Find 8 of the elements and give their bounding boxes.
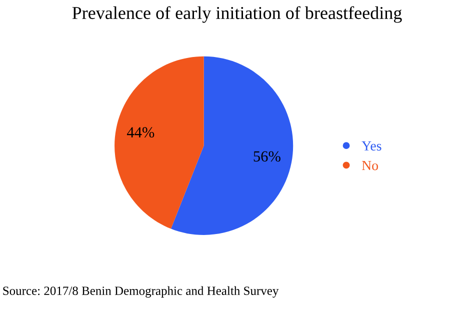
chart-title: Prevalence of early initiation of breastfeeding	[72, 6, 402, 23]
data-label: 56%	[254, 151, 280, 162]
source-note: Source: 2017/8 Benin Demographic and Health Survey	[3, 286, 279, 298]
legend-label: Yes	[362, 141, 382, 151]
data-label: 44%	[126, 127, 154, 138]
legend-label: No	[362, 160, 378, 170]
pie-slice	[114, 56, 204, 229]
pie-slice	[170, 56, 294, 235]
